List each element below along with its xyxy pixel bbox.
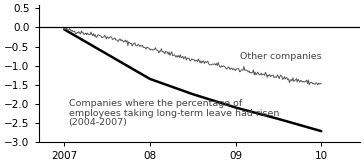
- Text: Other companies: Other companies: [240, 52, 321, 61]
- Text: employees taking long-term leave had risen: employees taking long-term leave had ris…: [68, 109, 279, 118]
- Text: Companies where the percentage of: Companies where the percentage of: [68, 99, 242, 108]
- Text: (2004-2007): (2004-2007): [68, 118, 127, 127]
